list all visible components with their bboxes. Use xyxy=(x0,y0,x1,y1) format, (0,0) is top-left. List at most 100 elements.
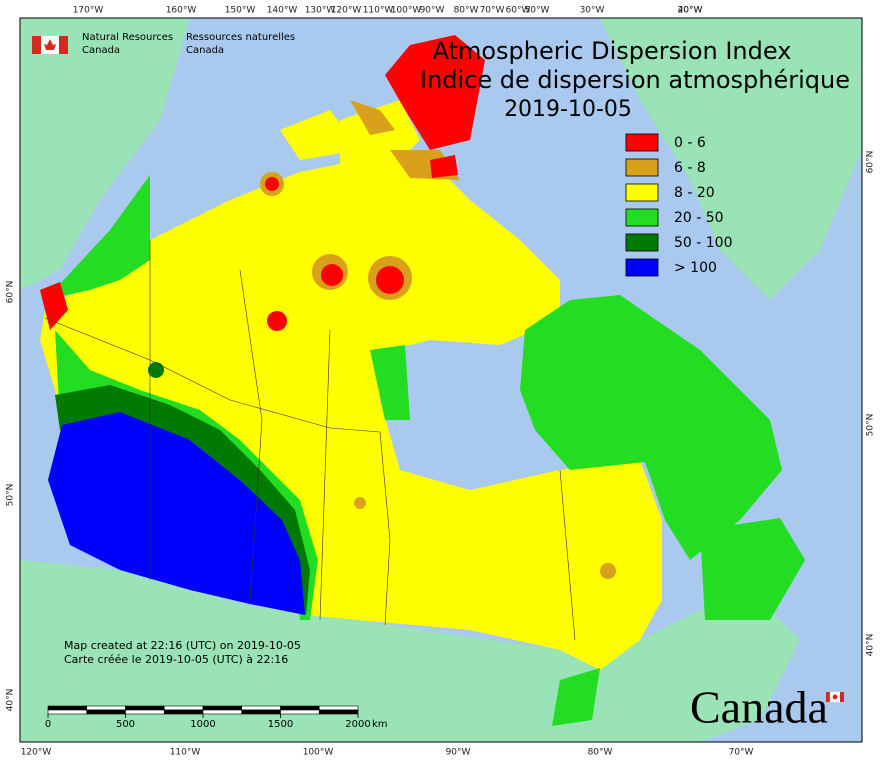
legend-swatch xyxy=(625,208,659,227)
legend: 0 - 6 6 - 8 8 - 20 20 - 50 50 - 100 > 100 xyxy=(625,133,733,277)
blue-zone xyxy=(48,412,305,615)
greenland xyxy=(600,18,862,300)
legend-swatch xyxy=(625,233,659,252)
scale-segment xyxy=(241,709,281,715)
graticule-label: 40°W xyxy=(678,6,703,16)
maple-leaf xyxy=(832,694,838,700)
title: Indice de dispersion atmosphérique xyxy=(420,66,850,94)
hotspot xyxy=(600,563,616,579)
logo-text: Ressources naturelles xyxy=(186,32,295,43)
boundary xyxy=(319,329,331,621)
legend-label: 20 - 50 xyxy=(674,210,724,226)
graticule-label: 120°W xyxy=(21,748,52,758)
graticule-label: 90°W xyxy=(446,748,471,758)
logo-text: Canada xyxy=(82,45,120,56)
graticule-label: 140°W xyxy=(267,6,298,16)
scale-segment xyxy=(47,709,88,715)
scale-unit: km xyxy=(372,719,388,730)
note: Carte créée le 2019-10-05 (UTC) à 22:16 xyxy=(64,653,288,666)
manitoba-green xyxy=(370,345,410,420)
hudson-bay xyxy=(392,342,520,472)
graticule-label: 130°W xyxy=(305,6,336,16)
scale-segment xyxy=(318,705,359,711)
land xyxy=(20,18,862,742)
graticule-label: 120°W xyxy=(331,6,362,16)
darkgreen-band xyxy=(55,385,310,615)
scale-segment xyxy=(125,709,165,715)
legend-swatch xyxy=(625,133,659,152)
graticule-label: 70°W xyxy=(729,748,754,758)
boundary xyxy=(379,431,391,626)
flag-bar xyxy=(32,36,41,54)
map-frame xyxy=(19,17,863,743)
scale-bar: 0 500 1000 1500 2000 km xyxy=(45,705,388,730)
graticule-label: 30°W xyxy=(580,6,605,16)
canada-wordmark: Canada xyxy=(690,682,844,733)
scale-segment xyxy=(318,709,359,715)
flag-bar xyxy=(840,692,844,702)
legend-label: 50 - 100 xyxy=(674,235,733,251)
scale-label: 2000 xyxy=(345,719,370,730)
scale-segment xyxy=(86,709,126,715)
boundary xyxy=(559,469,576,641)
graticule-label: 150°W xyxy=(225,6,256,16)
scale-segment xyxy=(163,705,204,711)
scale-segment xyxy=(280,709,320,715)
scale-segment xyxy=(202,709,243,715)
nrcan-logo: Natural Resources Canada Ressources natu… xyxy=(32,32,295,56)
graticule-label: 160°W xyxy=(166,6,197,16)
logo-text: Natural Resources xyxy=(82,32,173,43)
hotspot xyxy=(148,362,164,378)
note: Map created at 22:16 (UTC) on 2019-10-05 xyxy=(64,639,301,652)
yukon-green xyxy=(45,175,150,300)
graticule-label: 100°W xyxy=(303,748,334,758)
graticule-label: 70°W xyxy=(480,6,505,16)
graticule-label: 100°W xyxy=(391,6,422,16)
scale-label: 0 xyxy=(45,719,51,730)
graticule-label: 20°W xyxy=(678,6,703,16)
maple-leaf xyxy=(44,39,56,50)
scale-segment xyxy=(280,705,320,711)
arctic-red xyxy=(430,155,458,178)
graticule-label: 80°W xyxy=(454,6,479,16)
yukon-red xyxy=(40,282,68,330)
hotspot xyxy=(376,266,404,294)
scale-segment xyxy=(47,705,88,711)
graticule-label: 170°W xyxy=(73,6,104,16)
graticule-label: 110°W xyxy=(363,6,394,16)
hotspot xyxy=(267,311,287,331)
boundary xyxy=(44,317,381,433)
graticule-label: 40°N xyxy=(866,634,876,657)
graticule-label: 60°N xyxy=(866,151,876,174)
title: Atmospheric Dispersion Index xyxy=(433,37,792,65)
legend-label: 0 - 6 xyxy=(674,135,706,151)
alaska xyxy=(20,18,190,290)
scale-segment xyxy=(86,705,126,711)
legend-label: 6 - 8 xyxy=(674,160,706,176)
graticule-label: 50°W xyxy=(525,6,550,16)
maritimes-green xyxy=(700,518,805,620)
usa xyxy=(20,560,800,742)
scale-segment xyxy=(125,705,165,711)
flag-bar xyxy=(59,36,68,54)
hotspot xyxy=(354,497,366,509)
boundaries xyxy=(44,240,576,641)
arctic-orange xyxy=(350,100,395,135)
hotspot xyxy=(321,264,343,286)
ontario-green xyxy=(552,668,600,726)
ellesmere-red xyxy=(385,35,485,150)
scale-label: 1500 xyxy=(268,719,293,730)
graticule-label: 40°N xyxy=(6,689,16,712)
wordmark: Canada xyxy=(690,682,828,733)
legend-label: 8 - 20 xyxy=(674,185,715,201)
flag-bar xyxy=(826,692,830,702)
hotspot xyxy=(265,177,279,191)
legend-swatch xyxy=(625,258,659,277)
graticule-label: 80°W xyxy=(588,748,613,758)
legend-swatch xyxy=(625,158,659,177)
boundary xyxy=(239,269,263,601)
graticule-label: 90°W xyxy=(420,6,445,16)
graticule-label: 50°N xyxy=(866,414,876,437)
